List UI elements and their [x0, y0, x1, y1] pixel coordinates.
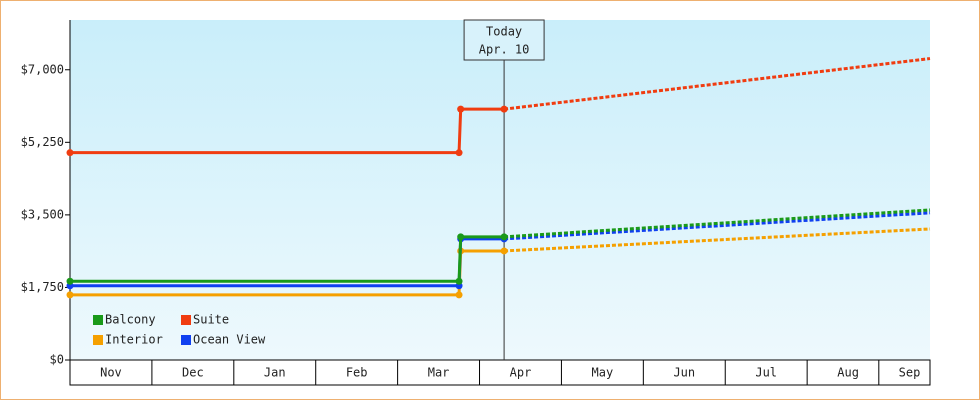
x-tick-label: Jun [673, 366, 695, 380]
legend-label: Suite [193, 313, 229, 327]
y-tick-label: $3,500 [21, 207, 64, 221]
x-tick-label: Feb [346, 366, 368, 380]
today-box [463, 19, 545, 61]
data-point [500, 247, 508, 255]
projection-line [504, 227, 931, 253]
data-point [500, 105, 508, 113]
data-point [455, 277, 463, 285]
series-line [70, 107, 505, 155]
x-tick-label: May [592, 366, 614, 380]
legend-label: Ocean View [193, 333, 266, 347]
x-tick-label: Jul [755, 366, 777, 380]
x-tick-label: Apr [510, 366, 532, 380]
projection-line [504, 208, 931, 239]
data-point [457, 233, 465, 241]
data-point [500, 233, 508, 241]
x-tick-label: Nov [100, 366, 122, 380]
legend-swatch [181, 335, 191, 345]
today-label: Today [486, 25, 522, 39]
x-tick-label: Jan [264, 366, 286, 380]
x-tick-label: Sep [899, 366, 921, 380]
legend-swatch [181, 315, 191, 325]
data-point [455, 149, 463, 157]
projection-line [503, 57, 931, 111]
legend-swatch [93, 315, 103, 325]
x-axis-band [69, 359, 931, 386]
legend-label: Interior [105, 333, 163, 347]
today-label: Apr. 10 [479, 43, 530, 57]
data-point [66, 277, 74, 285]
plot-area [70, 20, 930, 360]
data-point [457, 105, 465, 113]
y-tick-label: $0 [50, 353, 64, 367]
y-tick-label: $7,000 [21, 62, 64, 76]
series-line [70, 235, 505, 283]
projection-line [504, 211, 931, 241]
legend-swatch [93, 335, 103, 345]
data-point [66, 291, 74, 299]
legend-label: Balcony [105, 313, 156, 327]
data-point [455, 291, 463, 299]
x-tick-label: Dec [182, 366, 204, 380]
x-tick-label: Mar [428, 366, 450, 380]
y-tick-label: $1,750 [21, 280, 64, 294]
y-tick-label: $5,250 [21, 135, 64, 149]
x-tick-label: Aug [837, 366, 859, 380]
data-point [66, 149, 74, 157]
